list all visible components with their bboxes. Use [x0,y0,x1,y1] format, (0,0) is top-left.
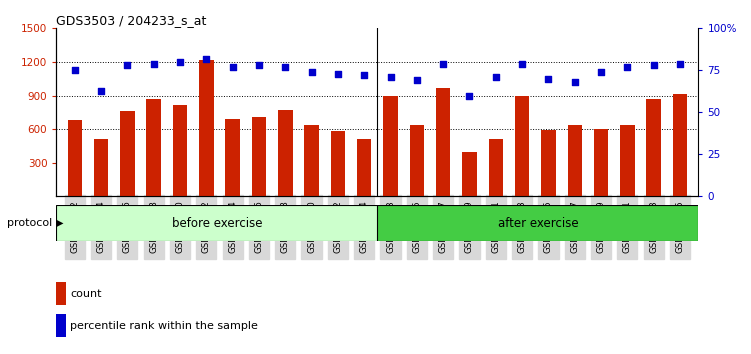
Point [279,64,291,70]
Point [174,59,186,65]
Bar [94,139,108,196]
Bar [515,96,529,196]
Point [358,73,370,78]
Bar [225,119,240,196]
Point [437,61,449,67]
Bar [463,152,477,196]
Bar [436,88,451,196]
Text: ▶: ▶ [56,218,63,228]
Point [201,56,213,62]
Bar [252,117,266,196]
Bar [278,110,292,196]
Bar [673,95,687,196]
Point [69,68,81,73]
Point [569,79,581,85]
Text: percentile rank within the sample: percentile rank within the sample [71,321,258,331]
Text: before exercise: before exercise [171,217,262,229]
Bar [357,139,372,196]
Point [595,69,607,75]
Bar [620,125,635,196]
Point [332,71,344,76]
Point [95,88,107,93]
Bar [568,125,582,196]
Point [621,64,633,70]
Bar [56,314,66,337]
Text: protocol: protocol [8,218,53,228]
Bar [199,60,213,196]
Point [253,62,265,68]
Bar [489,139,503,196]
Bar [56,282,66,305]
Point [490,74,502,80]
Bar [409,125,424,196]
Text: count: count [71,289,102,299]
Point [542,76,554,81]
Bar [383,96,398,196]
Bar [68,120,82,196]
Point [516,61,528,67]
Point [647,62,659,68]
Point [148,61,160,67]
Bar [120,111,134,196]
Point [463,93,475,98]
Text: GDS3503 / 204233_s_at: GDS3503 / 204233_s_at [56,14,207,27]
Point [385,74,397,80]
Bar [173,104,187,196]
Point [674,61,686,67]
Bar [378,205,698,241]
Point [411,78,423,83]
Point [306,69,318,75]
Bar [541,130,556,196]
Bar [647,99,661,196]
Bar [594,129,608,196]
Bar [56,205,378,241]
Bar [146,99,161,196]
Point [227,64,239,70]
Text: after exercise: after exercise [498,217,578,229]
Bar [330,131,345,196]
Bar [304,125,319,196]
Point [122,62,134,68]
